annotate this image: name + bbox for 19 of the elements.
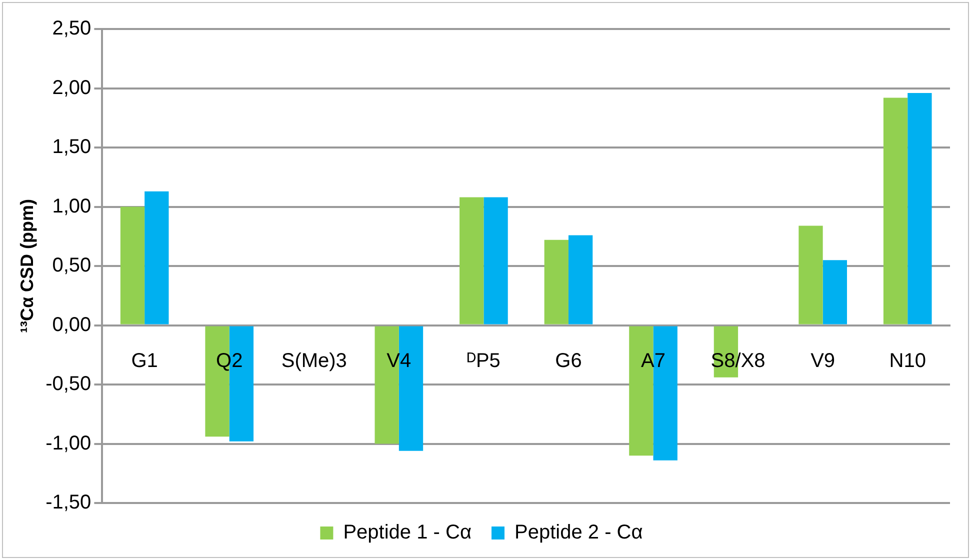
x-tick-label: G6 bbox=[555, 350, 582, 372]
y-tick-label: -0,50 bbox=[46, 373, 92, 396]
y-tick-label: 2,50 bbox=[52, 18, 92, 40]
y-axis-title: ¹³Cα CSD (ppm) bbox=[16, 198, 37, 334]
y-tick-label: 0,50 bbox=[52, 254, 92, 277]
x-tick-label: N10 bbox=[889, 350, 926, 372]
y-tick-label: 1,00 bbox=[52, 195, 92, 218]
x-tick-label: V9 bbox=[810, 350, 836, 372]
x-tick-label: ᴰP5 bbox=[466, 350, 500, 372]
y-tick-label: 0,00 bbox=[52, 314, 92, 336]
legend-label: Peptide 2 - Cα bbox=[514, 522, 643, 544]
x-tick-label: G1 bbox=[131, 350, 158, 372]
legend-label: Peptide 1 - Cα bbox=[343, 522, 472, 544]
x-tick-label: Q2 bbox=[216, 350, 243, 372]
y-tick-label: 2,00 bbox=[52, 76, 92, 99]
y-tick-label: 1,50 bbox=[52, 136, 92, 158]
x-tick-label: S(Me)3 bbox=[281, 350, 347, 372]
y-tick-label: -1,00 bbox=[46, 432, 92, 454]
y-tick-label: -1,50 bbox=[46, 492, 92, 514]
